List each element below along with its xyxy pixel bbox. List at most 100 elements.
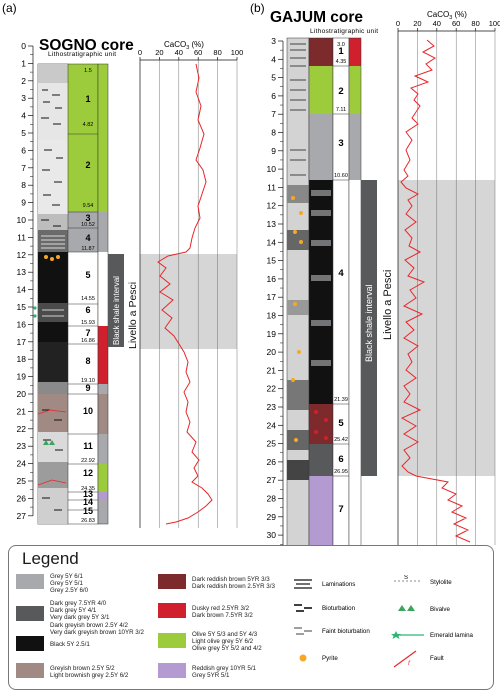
depth-label: 6	[21, 145, 26, 155]
caco3-tick-label: 40	[433, 19, 441, 28]
depth-label: 19	[17, 372, 27, 382]
unit-base-depth: 24.35	[81, 486, 95, 492]
caco3-tick-label: 100	[489, 19, 500, 28]
sogno-black-shale-bar: Black shale interval Livello a Pesci	[108, 254, 139, 349]
caco3-tick-label: 40	[175, 48, 183, 57]
depth-label: 9	[21, 198, 26, 208]
unit-base-depth: 26.83	[81, 518, 95, 524]
legend-bivalve: Bivalve	[430, 606, 451, 613]
unit-number: 9	[85, 383, 90, 393]
unit-number: 2	[85, 160, 90, 170]
gajum-caco3-curve	[400, 39, 471, 543]
sogno-caco3-header: CaCO3 (%)	[164, 40, 204, 51]
gajum-black-shale-bar: Black shale interval Livello a Pesci	[361, 180, 394, 476]
legend-pyrite: Pyrite	[322, 655, 338, 662]
legend-swatch-olive	[158, 633, 186, 648]
unit-base-depth: 19.10	[81, 378, 95, 384]
sogno-unit-labels: 1 1.5 4.82 2 9.54 310.52 4 11.87 5 14.55 6 15.93 716…	[81, 68, 95, 524]
sogno-livello-label: Livello a Pesci	[127, 282, 139, 349]
legend-swatch-greyishbrown	[16, 663, 44, 678]
unit-base-depth: 15.93	[81, 320, 95, 326]
depth-label: 6	[271, 91, 276, 101]
sogno-depth-scale: 0123456789101112131415161718192021222324…	[17, 41, 34, 521]
svg-text:CaCO3 (%): CaCO3 (%)	[427, 10, 467, 21]
caco3-tick-label: 0	[138, 48, 142, 57]
depth-label: 23	[17, 441, 27, 451]
unit-number: 1	[338, 46, 344, 57]
unit-number: 15	[83, 506, 93, 516]
depth-label: 2	[21, 76, 26, 86]
legend-swatch-darkred	[158, 574, 186, 589]
depth-label: 27	[267, 475, 277, 485]
caco3-tick-label: 60	[194, 48, 202, 57]
unit-base-depth: 26.95	[334, 469, 348, 475]
depth-label: 4	[271, 54, 276, 64]
unit-number: 1	[85, 94, 90, 104]
depth-label: 25	[17, 476, 27, 486]
depth-label: 10	[17, 215, 27, 225]
depth-label: 27	[17, 511, 27, 521]
depth-label: 24	[17, 459, 27, 469]
unit-number: 2	[338, 86, 343, 97]
depth-label: 21	[17, 406, 27, 416]
faint-bioturbation-icon	[294, 627, 312, 635]
core-figure: (a) (b) SOGNO core GAJUM core Lithostrat…	[2, 1, 500, 545]
svg-text:S: S	[404, 575, 408, 581]
legend-text-darkred: Dark reddish brown 5YR 3/3 Dark reddish …	[192, 576, 275, 591]
caco3-tick-label: 100	[231, 48, 244, 57]
depth-label: 12	[267, 201, 277, 211]
depth-label: 22	[17, 424, 27, 434]
caco3-tick-label: 20	[413, 19, 421, 28]
unit-top-depth: 3.0	[337, 42, 345, 48]
unit-number: 11	[83, 441, 93, 451]
depth-label: 20	[17, 389, 27, 399]
depth-label: 26	[267, 457, 277, 467]
depth-label: 7	[21, 163, 26, 173]
depth-label: 4	[21, 111, 26, 121]
legend-swatch-grey	[16, 574, 44, 589]
fault-icon: f	[393, 650, 417, 668]
legend-title: Legend	[22, 549, 79, 568]
sogno-caco3-curve	[157, 63, 213, 525]
depth-label: 28	[267, 494, 277, 504]
legend-text-reddishgrey: Reddish grey 10YR 5/1 Grey 5YR 5/1	[192, 665, 256, 680]
legend-symbols: Laminations Bioturbation Faint bioturbat…	[294, 575, 474, 668]
unit-number: 10	[83, 406, 93, 416]
svg-text:CaCO3 (%): CaCO3 (%)	[164, 40, 204, 51]
depth-label: 14	[267, 237, 277, 247]
caco3-tick-label: 60	[452, 19, 460, 28]
depth-label: 26	[17, 493, 27, 503]
depth-label: 10	[267, 164, 277, 174]
unit-number: 3	[338, 138, 343, 149]
gajum-title: GAJUM core	[270, 9, 363, 26]
gajum-depth-scale: 3 4 5 6 7 8 9 10 11 12 13 14 15 16 17 18 19 20 21 22 23 24 25 2…	[267, 36, 284, 545]
unit-top-depth: 1.5	[84, 68, 92, 74]
legend-swatch-duskyred	[158, 603, 186, 618]
legend-text-olive: Olive 5Y 5/3 and 5Y 4/3 Light olive grey…	[192, 631, 262, 653]
depth-label: 13	[267, 219, 277, 229]
sogno-lithology-column	[33, 63, 69, 525]
pyrite-icon	[299, 654, 307, 662]
legend	[8, 545, 494, 690]
unit-number: 7	[85, 328, 90, 338]
gajum-caco3-axis: 0 20 40 60 80 100	[396, 19, 500, 545]
depth-label: 17	[17, 337, 27, 347]
legend-text-black: Black 5Y 2.5/1	[50, 641, 90, 648]
unit-base-depth: 4.82	[83, 122, 94, 128]
unit-number: 5	[85, 270, 90, 280]
unit-number: 6	[85, 305, 90, 315]
depth-label: 11	[267, 182, 276, 192]
legend-emerald-lamina: Emerald lamina	[430, 632, 474, 639]
emerald-lamina-icon	[391, 631, 424, 639]
unit-number: 4	[338, 268, 344, 279]
unit-number: 12	[83, 468, 93, 478]
unit-base-depth: 7.11	[336, 107, 346, 113]
depth-label: 5	[271, 73, 276, 83]
gajum-caco3-header: CaCO3 (%)	[427, 10, 467, 21]
sogno-units-column	[67, 63, 109, 525]
unit-number: 6	[338, 454, 343, 465]
legend-faint-bioturbation: Faint bioturbation	[322, 628, 370, 635]
unit-number: 7	[338, 504, 343, 515]
gajum-units-label-column	[332, 37, 362, 545]
depth-label: 18	[267, 311, 277, 321]
